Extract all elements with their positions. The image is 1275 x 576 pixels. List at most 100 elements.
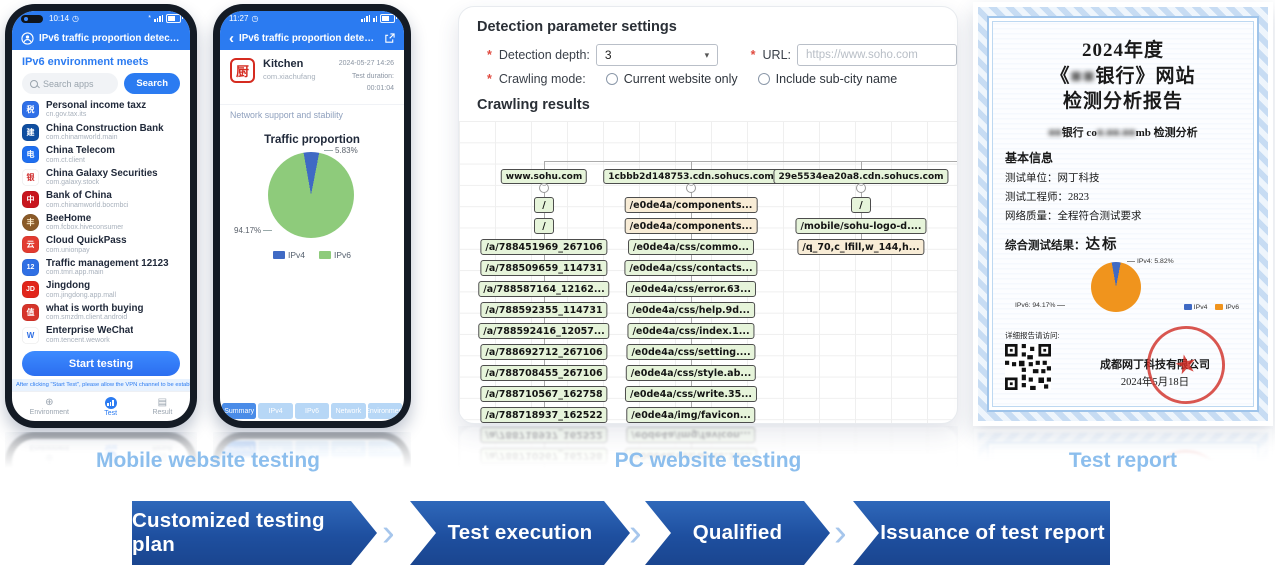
mode-label: Crawling mode: <box>498 72 586 86</box>
test-report-panel: 2024年度 《■■银行》网站 检测分析报告 ■■银行 co■.■■.■■mb … <box>973 2 1273 468</box>
depth-select[interactable]: 3 ▾ <box>595 44 719 66</box>
app-icon-12123: 12 <box>22 258 39 276</box>
tree-node-domain: 29e5534ea20a8.cdn.sohucs.com <box>773 169 949 184</box>
app-package: com.fcbox.hiveconsumer <box>46 224 124 232</box>
app-package: com.galaxy.stock <box>46 179 100 187</box>
report-pie-chart: IPv4: 5.82% IPv6: 94.17% IPv4 IPv6 <box>1005 258 1241 324</box>
app-package: com.ct.client <box>46 156 85 164</box>
app-title: IPv6 traffic proportion detection tool <box>39 32 181 44</box>
certificate: 2024年度 《■■银行》网站 检测分析报告 ■■银行 co■.■■.■■mb … <box>973 2 1273 426</box>
app-list-item[interactable]: 值 what is worth buying com.smzdm.client.a… <box>22 303 180 322</box>
required-marker: * <box>487 48 492 62</box>
pie-label-ipv4: IPv4: 5.82% <box>1125 258 1174 265</box>
app-package: com.tmri.app.main <box>46 269 104 277</box>
app-package: com.unionpay <box>46 246 90 254</box>
back-icon[interactable]: ‹ <box>229 29 234 47</box>
tab-label: Test <box>104 409 118 417</box>
pie-legend: IPv4 IPv6 <box>220 250 404 260</box>
tab-label: Result <box>152 408 173 416</box>
app-list-item[interactable]: 电 China Telecom com.ct.client <box>22 145 180 164</box>
app-list-item[interactable]: JD Jingdong com.jingdong.app.mall <box>22 280 180 299</box>
phone-mockup-result: 11:27 ◷ ‹ IPv6 traffic proportion detect… <box>213 4 411 476</box>
search-row: Search apps Search <box>12 70 190 97</box>
search-input[interactable]: Search apps <box>22 73 119 94</box>
app-list-item[interactable]: 12 Traffic management 12123 com.tmri.app.… <box>22 258 180 277</box>
globe-icon: ⊕ <box>45 396 54 408</box>
app-name: Enterprise WeChat <box>46 325 134 337</box>
app-list-item[interactable]: 银 China Galaxy Securities com.galaxy.stoc… <box>22 168 180 187</box>
app-header: IPv6 traffic proportion detection tool <box>12 26 190 50</box>
search-placeholder: Search apps <box>43 78 94 89</box>
tree-connector <box>544 161 957 162</box>
depth-label: Detection depth: <box>498 48 590 62</box>
settings-row-1: * Detection depth: 3 ▾ * URL: <box>459 41 957 69</box>
tree-node-domain: www.sohu.com <box>500 169 588 184</box>
external-link-icon[interactable] <box>384 32 395 44</box>
app-icon-wework: W <box>22 326 39 344</box>
kitchen-app-icon: 厨 <box>230 58 255 83</box>
status-bar: 11:27 ◷ <box>220 11 404 26</box>
vpn-note: After clicking "Start Test", please allo… <box>12 379 190 391</box>
tab-environment[interactable]: Environment <box>367 403 403 419</box>
app-name: China Construction Bank <box>46 122 164 134</box>
tree-node: /a/788710567_162758 <box>480 386 608 402</box>
status-time: 11:27 <box>229 14 249 23</box>
app-name: what is worth buying <box>46 302 144 314</box>
app-package: com.jingdong.app.mall <box>46 291 117 299</box>
legend-chip-ipv6 <box>319 250 331 259</box>
caption-mobile-testing: Mobile website testing <box>95 449 321 472</box>
tab-test[interactable]: Test <box>104 396 118 417</box>
pie-chart: 5.83% 94.17% IPv4 IPv6 <box>220 146 404 272</box>
test-date: 2024-05-27 14:26 <box>338 60 394 67</box>
tree-node: /a/788592355_114731 <box>480 302 608 318</box>
tab-result[interactable]: ▤ Result <box>152 397 173 416</box>
app-list-item[interactable]: 云 Cloud QuickPass com.unionpay <box>22 235 180 254</box>
flow-step-1: Customized testing plan <box>132 501 377 565</box>
traffic-pie <box>268 151 354 238</box>
status-time: 10:14 <box>49 14 70 23</box>
app-list-item[interactable]: 建 China Construction Bank com.chinamworld… <box>22 123 180 142</box>
tab-label: Environment <box>29 408 69 416</box>
tab-ipv6[interactable]: IPv6 <box>294 403 330 419</box>
signal-icon <box>361 15 370 22</box>
battery-icon <box>380 14 397 23</box>
app-list-item[interactable]: 税 Personal income taxz cn.gov.tax.its <box>22 100 180 119</box>
tab-ipv4[interactable]: IPv4 <box>258 403 293 419</box>
app-list-item[interactable]: W Enterprise WeChat com.tencent.wework <box>22 325 180 344</box>
account-icon[interactable] <box>21 31 34 45</box>
start-testing-button[interactable]: Start testing <box>22 351 180 376</box>
app-name: China Telecom <box>46 145 115 157</box>
tree-node: / <box>534 218 554 234</box>
app-list-item[interactable]: 丰 BeeHome com.fcbox.hiveconsumer <box>22 213 180 232</box>
tree-node: /e0de4a/css/help.9d... <box>627 302 755 318</box>
collapse-icon[interactable]: − <box>686 183 696 193</box>
collapse-icon[interactable]: − <box>539 183 549 193</box>
app-name: Bank of China <box>46 190 112 202</box>
section-title: IPv6 environment meets <box>22 56 149 68</box>
radio-include-sub[interactable] <box>757 73 770 85</box>
results-title: Crawling results <box>477 97 590 113</box>
tree-node: /e0de4a/css/commo... <box>628 239 754 255</box>
qr-caption: 详细报告请访问: <box>1005 330 1060 340</box>
flow-step-4: Issuance of test report <box>853 501 1110 565</box>
app-icon-galaxy: 银 <box>22 168 39 186</box>
radio-current-site[interactable] <box>605 73 618 85</box>
collapse-icon[interactable]: − <box>856 183 866 193</box>
tab-summary[interactable]: Summary <box>222 403 257 419</box>
tab-environment[interactable]: ⊕ Environment <box>29 396 69 416</box>
required-marker: * <box>487 72 492 86</box>
phone-screen: 11:27 ◷ ‹ IPv6 traffic proportion detect… <box>220 11 404 421</box>
app-list-item[interactable]: 中 Bank of China com.chinamworld.bocmbci <box>22 190 180 209</box>
app-package: com.chinamworld.main <box>46 133 118 141</box>
tab-network[interactable]: Network <box>331 403 366 419</box>
info-row: 网络质量：全程符合测试要求 <box>1005 210 1142 222</box>
url-input[interactable] <box>797 44 957 66</box>
app-package: com.smzdm.client.android <box>46 314 128 322</box>
tree-node: / <box>534 197 554 213</box>
app-icon-telecom: 电 <box>22 146 39 164</box>
report-title-site: 《■■银行》网站 <box>1050 65 1196 87</box>
test-duration: Test duration: 00:01:04 <box>351 72 394 93</box>
chevron-separator-icon: › <box>834 512 847 554</box>
search-button[interactable]: Search <box>124 73 180 94</box>
legend-chip-ipv4 <box>1183 304 1192 310</box>
